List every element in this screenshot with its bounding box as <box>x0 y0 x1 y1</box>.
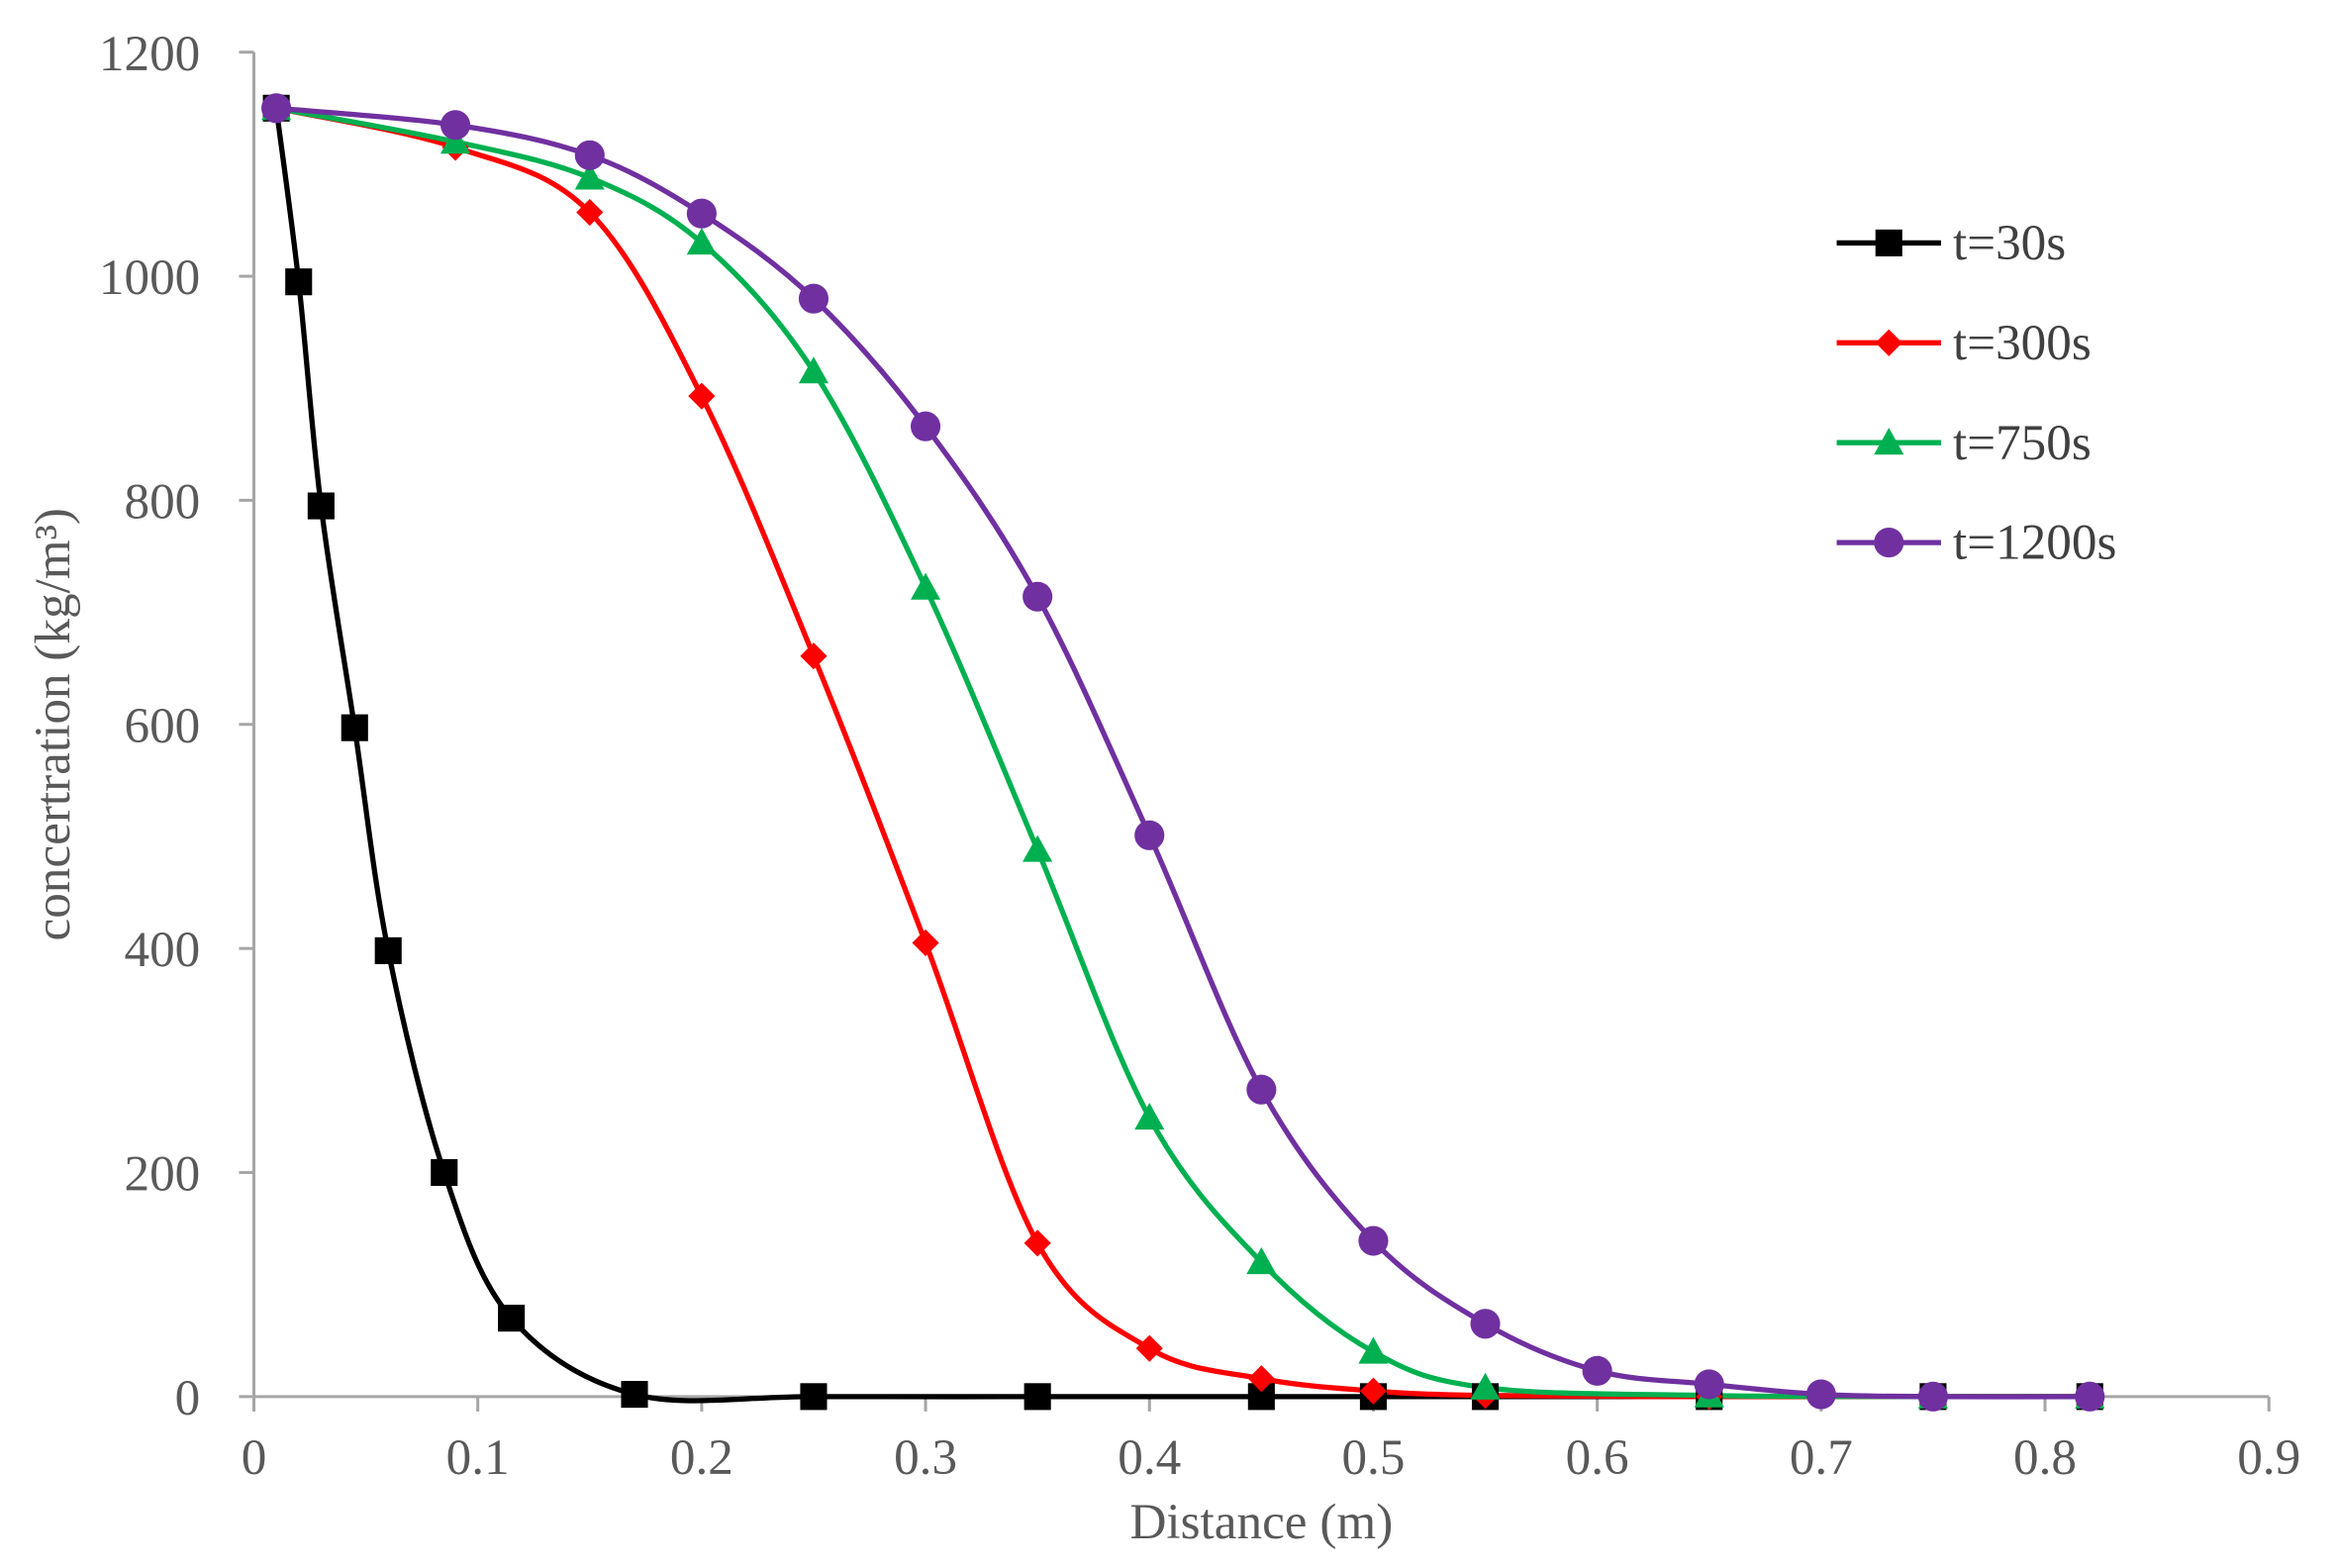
data-point <box>1023 1229 1051 1257</box>
x-axis-title: Distance (m) <box>1129 1494 1393 1550</box>
legend-label: t=1200s <box>1953 515 2116 571</box>
data-point <box>1023 834 1053 862</box>
legend-marker <box>1874 428 1904 455</box>
data-point <box>440 110 471 141</box>
data-point <box>374 936 402 964</box>
x-tick-label: 0 <box>242 1429 267 1486</box>
data-point <box>911 572 941 600</box>
data-point <box>498 1305 526 1332</box>
data-point <box>798 283 829 314</box>
data-point <box>1246 1074 1277 1105</box>
y-tick-label: 200 <box>125 1146 201 1203</box>
x-tick-label: 0.3 <box>894 1429 957 1486</box>
data-point <box>912 929 939 957</box>
x-tick-label: 0.4 <box>1118 1429 1181 1486</box>
y-axis-title: concertration (kg/m³) <box>25 508 81 940</box>
data-point <box>800 1383 828 1411</box>
data-point <box>285 268 313 296</box>
y-tick-label: 1200 <box>99 26 200 82</box>
data-point <box>1023 1383 1051 1411</box>
data-point <box>431 1158 458 1187</box>
x-tick-label: 0.2 <box>670 1429 733 1486</box>
series-line <box>275 105 2091 1400</box>
data-point <box>1023 581 1053 612</box>
data-point <box>2075 1381 2105 1412</box>
data-point <box>1694 1369 1724 1400</box>
data-point <box>1470 1309 1501 1339</box>
data-point <box>341 714 368 741</box>
y-tick-label: 1000 <box>99 249 200 306</box>
legend-marker <box>1875 229 1902 256</box>
y-tick-label: 0 <box>175 1370 201 1426</box>
data-point <box>440 127 471 154</box>
x-tick-label: 0.7 <box>1790 1429 1853 1486</box>
series-line <box>275 105 2091 1400</box>
x-tick-label: 0.6 <box>1566 1429 1629 1486</box>
data-point <box>911 411 941 441</box>
data-point <box>1358 1336 1389 1364</box>
data-point <box>261 93 292 124</box>
y-tick-label: 400 <box>125 922 201 978</box>
data-point <box>1917 1381 1948 1412</box>
data-point <box>1246 1246 1277 1275</box>
series-line <box>275 105 2091 1400</box>
data-point <box>1470 1372 1501 1400</box>
legend-label: t=750s <box>1953 415 2092 471</box>
data-point <box>800 642 828 670</box>
data-point <box>1805 1379 1836 1410</box>
x-tick-label: 0.9 <box>2237 1429 2300 1486</box>
legend-label: t=30s <box>1953 215 2066 271</box>
data-point <box>688 382 716 410</box>
data-point <box>574 162 605 190</box>
data-point <box>686 228 717 255</box>
data-point <box>798 356 829 384</box>
data-point <box>1582 1355 1612 1386</box>
series-line <box>273 107 2091 1404</box>
data-point <box>574 140 605 170</box>
data-point <box>686 198 717 229</box>
data-point <box>1358 1225 1389 1256</box>
x-tick-label: 0.5 <box>1341 1429 1405 1486</box>
legend-marker <box>1875 329 1902 356</box>
data-point <box>307 492 335 520</box>
x-tick-label: 0.8 <box>2013 1429 2077 1486</box>
y-tick-label: 600 <box>125 698 201 754</box>
x-tick-label: 0.1 <box>446 1429 510 1486</box>
legend-marker <box>1874 528 1904 558</box>
data-point <box>621 1381 648 1409</box>
data-point <box>1135 1334 1163 1362</box>
data-point <box>1134 1102 1165 1130</box>
legend-label: t=300s <box>1953 315 2092 371</box>
data-point <box>1134 820 1165 850</box>
y-tick-label: 800 <box>125 473 201 530</box>
